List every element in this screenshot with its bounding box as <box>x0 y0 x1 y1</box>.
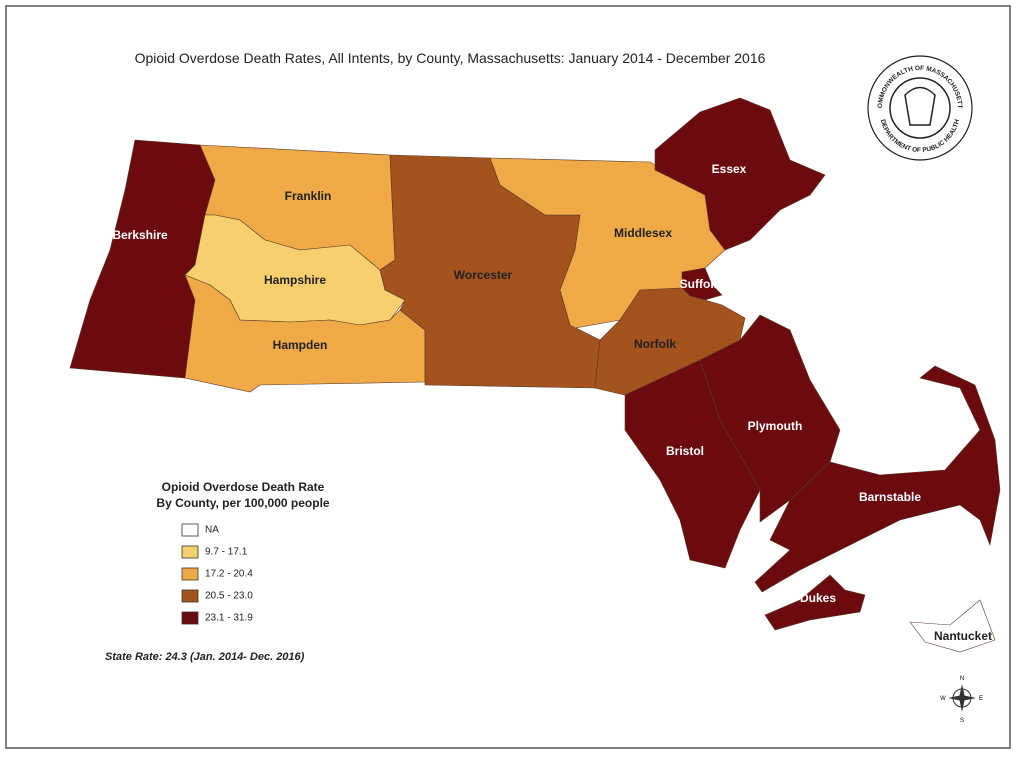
compass-letter: E <box>979 696 983 702</box>
legend-swatch <box>181 589 199 603</box>
legend-label: 17.2 - 20.4 <box>205 569 253 580</box>
legend-swatch <box>181 611 199 625</box>
legend-title: Opioid Overdose Death Rate <box>162 480 325 494</box>
legend-label: 23.1 - 31.9 <box>205 613 253 624</box>
county-label: Hampden <box>273 338 328 352</box>
legend-label: NA <box>205 525 219 536</box>
state-rate: State Rate: 24.3 (Jan. 2014- Dec. 2016) <box>105 651 305 663</box>
county-label: Essex <box>712 162 747 176</box>
county-plymouth <box>699 314 841 523</box>
legend-swatch <box>181 523 199 537</box>
county-label: Hampshire <box>264 273 326 287</box>
county-dukes <box>764 574 866 631</box>
legend-label: 20.5 - 23.0 <box>205 591 253 602</box>
county-essex <box>654 97 826 251</box>
seal-inner <box>889 77 951 139</box>
county-labels: Berkshire Franklin Hampshire Hampden Wor… <box>112 162 992 643</box>
legend-title: By County, per 100,000 people <box>156 496 329 510</box>
county-label: Middlesex <box>614 226 672 240</box>
legend: Opioid Overdose Death Rate By County, pe… <box>156 480 330 625</box>
county-label: Plymouth <box>748 419 803 433</box>
county-nantucket <box>909 599 996 653</box>
county-label: Worcester <box>454 268 513 282</box>
county-label: Suffolk <box>680 277 721 291</box>
county-label: Franklin <box>285 189 332 203</box>
county-label: Nantucket <box>934 629 992 643</box>
compass-letter: W <box>940 696 946 702</box>
compass: N S E W <box>940 676 983 724</box>
county-label: Bristol <box>666 444 704 458</box>
compass-letter: N <box>960 676 964 682</box>
county-barnstable <box>754 365 1001 593</box>
county-label: Dukes <box>800 591 836 605</box>
compass-star <box>948 684 976 712</box>
county-hampden <box>184 274 426 393</box>
county-label: Barnstable <box>859 490 921 504</box>
legend-label: 9.7 - 17.1 <box>205 547 248 558</box>
compass-letter: S <box>960 718 964 724</box>
counties <box>69 97 1001 653</box>
map-title: Opioid Overdose Death Rates, All Intents… <box>135 50 766 66</box>
county-label: Berkshire <box>112 228 168 242</box>
legend-swatch <box>181 545 199 559</box>
legend-swatch <box>181 567 199 581</box>
seal-figure <box>904 86 936 126</box>
county-label: Norfolk <box>634 337 676 351</box>
